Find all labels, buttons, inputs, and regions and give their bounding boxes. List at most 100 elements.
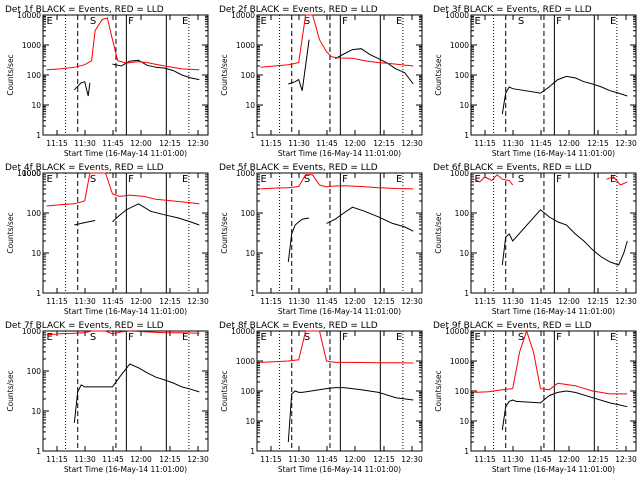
x-tick-label: 11:15: [260, 455, 282, 464]
region-label: E: [182, 174, 188, 185]
panel-det-4: Det 4f BLACK = Events, RED = LLD 1 10 100 10…: [5, 163, 209, 316]
y-tick-label: 10: [459, 101, 469, 110]
plot-frame: [256, 14, 423, 136]
x-tick-label: 11:45: [530, 297, 552, 306]
region-label: E: [260, 16, 266, 27]
region-label: F: [556, 16, 562, 27]
x-tick-label: 11:30: [502, 297, 524, 306]
x-tick-label: 11:45: [102, 297, 124, 306]
y-tick-label: 100: [27, 367, 42, 376]
plot-frame: [42, 330, 209, 452]
y-tick-label: 1000: [236, 41, 255, 50]
x-tick-label: 12:00: [344, 455, 366, 464]
x-axis-label: Start Time (16-May-14 11:01:00): [492, 149, 615, 158]
region-label: S: [90, 16, 96, 27]
y-tick-label: 1000: [450, 169, 469, 178]
series-lld-line: [474, 174, 628, 186]
series-lld-line: [260, 174, 414, 190]
region-label: F: [342, 16, 348, 27]
x-axis-label: Start Time (16-May-14 11:01:00): [278, 307, 401, 316]
region-label: E: [396, 174, 402, 185]
x-tick-label: 12:30: [401, 297, 423, 306]
region-label: F: [342, 174, 348, 185]
y-axis-label: Counts/sec: [434, 370, 443, 411]
y-tick-label: 1: [464, 289, 469, 298]
panel-det-6: Det 6f BLACK = Events, RED = LLD 1 10 100 10…: [433, 163, 637, 316]
x-tick-label: 11:30: [74, 455, 96, 464]
series-events-line: [501, 390, 628, 431]
panel-title: Det 3f BLACK = Events, RED = LLD: [433, 5, 592, 15]
panel-title: Det 1f BLACK = Events, RED = LLD: [5, 5, 164, 15]
x-tick-label: 11:15: [474, 297, 496, 306]
plot-frame: [42, 172, 209, 294]
series-lld-line: [260, 330, 414, 364]
x-tick-label: 12:30: [187, 455, 209, 464]
x-tick-label: 12:15: [159, 297, 181, 306]
region-label: E: [396, 16, 402, 27]
series-lld-line: [46, 172, 200, 207]
plot-frame: [256, 330, 423, 452]
x-tick-label: 12:00: [558, 297, 580, 306]
x-tick-label: 11:30: [74, 297, 96, 306]
x-tick-label: 11:30: [288, 139, 310, 148]
y-tick-label: 10: [31, 249, 41, 258]
panel-det-3: Det 3f BLACK = Events, RED = LLD 1 10 100 10…: [433, 5, 637, 158]
x-tick-label: 11:45: [316, 455, 338, 464]
y-tick-label: 10000: [17, 11, 41, 20]
y-tick-label: 1: [464, 131, 469, 140]
panel-title: Det 5f BLACK = Events, RED = LLD: [219, 163, 378, 173]
y-tick-label: 10: [459, 417, 469, 426]
x-tick-label: 11:30: [288, 297, 310, 306]
region-label: S: [90, 174, 96, 185]
x-tick-label: 12:00: [130, 455, 152, 464]
x-tick-label: 12:15: [587, 139, 609, 148]
series-lld-line: [46, 330, 200, 336]
region-label: S: [518, 16, 524, 27]
x-tick-label: 11:15: [46, 139, 68, 148]
region-label: E: [610, 332, 616, 343]
x-tick-label: 12:15: [587, 455, 609, 464]
panel-det-8: Det 8f BLACK = Events, RED = LLD 1 10 100 10…: [219, 321, 423, 474]
series-events-line: [501, 75, 628, 115]
x-tick-label: 11:30: [288, 455, 310, 464]
region-label: F: [128, 16, 134, 27]
y-tick-label: 1: [36, 131, 41, 140]
x-axis-label: Start Time (16-May-14 11:01:00): [492, 465, 615, 474]
y-tick-label: 1000: [22, 41, 41, 50]
panel-det-1: Det 1f BLACK = Events, RED = LLD 1 10 100 10…: [5, 5, 209, 158]
x-tick-label: 12:00: [344, 139, 366, 148]
panel-title: Det 4f BLACK = Events, RED = LLD: [5, 163, 164, 173]
region-label: E: [46, 16, 52, 27]
x-tick-label: 11:15: [260, 297, 282, 306]
x-tick-label: 11:45: [316, 139, 338, 148]
x-tick-label: 12:00: [558, 455, 580, 464]
x-axis-label: Start Time (16-May-14 11:01:00): [64, 149, 187, 158]
x-tick-label: 11:45: [102, 455, 124, 464]
y-tick-label: 100: [455, 387, 470, 396]
region-label: E: [182, 16, 188, 27]
region-label: S: [90, 332, 96, 343]
x-tick-label: 12:00: [558, 139, 580, 148]
region-label: S: [518, 332, 524, 343]
region-label: E: [474, 332, 480, 343]
y-tick-label: 10: [459, 249, 469, 258]
x-tick-label: 11:30: [74, 139, 96, 148]
series-lld-line: [474, 329, 628, 395]
x-tick-label: 12:15: [159, 455, 181, 464]
region-label: E: [260, 332, 266, 343]
y-axis-label: Counts/sec: [220, 212, 229, 253]
y-tick-label: 100: [455, 209, 470, 218]
y-tick-label: 10: [245, 417, 255, 426]
y-tick-label: 1000: [236, 169, 255, 178]
y-tick-label: 100: [27, 71, 42, 80]
region-label: S: [518, 174, 524, 185]
x-axis-label: Start Time (16-May-14 11:01:00): [278, 465, 401, 474]
panel-det-2: Det 2f BLACK = Events, RED = LLD 1 10 100 10…: [219, 5, 423, 158]
y-tick-label: 1: [464, 447, 469, 456]
panel-det-7: Det 7f BLACK = Events, RED = LLD 1 10 100 10…: [5, 321, 209, 474]
series-events-line: [501, 209, 628, 266]
y-tick-label: 1: [36, 447, 41, 456]
y-tick-label: 100: [27, 209, 42, 218]
y-tick-label: 1000: [22, 169, 41, 178]
y-axis-label: Counts/sec: [220, 54, 229, 95]
